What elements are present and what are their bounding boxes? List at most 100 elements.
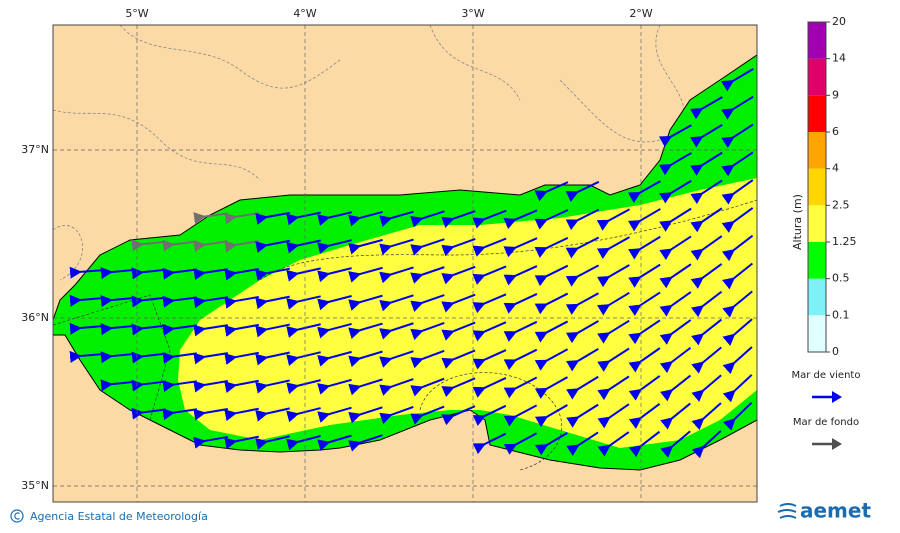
colorbar-tick-label: 0.5 <box>832 272 850 285</box>
colorbar-band <box>808 168 826 206</box>
wave-arrow <box>69 294 105 307</box>
wave-arrow <box>317 434 352 451</box>
wave-arrow <box>193 268 229 281</box>
wave-arrow <box>534 209 569 230</box>
wave-arrow <box>348 406 383 424</box>
wave-arrow <box>410 238 445 256</box>
wave-arrow <box>503 265 538 286</box>
wave-arrow <box>627 208 661 232</box>
wave-arrow <box>410 405 445 425</box>
wave-arrow <box>348 210 383 227</box>
wave-arrow <box>565 264 600 287</box>
wave-arrow <box>379 266 414 284</box>
wave-arrow <box>691 346 722 374</box>
wave-arrow <box>534 236 569 258</box>
wave-arrow <box>286 379 321 395</box>
wave-arrow <box>566 348 599 372</box>
wave-arrow <box>659 207 692 232</box>
wave-arrow <box>628 430 661 458</box>
wave-arrow <box>379 350 414 368</box>
wave-arrow <box>659 235 692 261</box>
wave-arrow <box>410 349 445 369</box>
wave-arrow <box>69 322 105 335</box>
lat-label: 35°N <box>21 479 49 492</box>
wave-arrow <box>628 375 661 401</box>
wave-arrow <box>534 292 569 315</box>
wave-arrow <box>472 349 507 370</box>
lon-label: 4°W <box>293 7 316 20</box>
wave-arrow <box>100 323 136 336</box>
wave-arrow <box>317 267 352 283</box>
colorbar-tick-label: 14 <box>832 52 846 65</box>
wave-arrow <box>628 403 661 429</box>
wave-arrow <box>379 378 414 396</box>
wave-arrow <box>566 431 599 457</box>
wave-arrow <box>162 239 198 252</box>
wave-arrow <box>224 351 259 365</box>
wave-arrow <box>255 267 290 282</box>
wave-arrow <box>286 267 321 282</box>
wave-arrow <box>503 432 538 455</box>
wave-arrow <box>628 291 661 317</box>
wave-arrow <box>317 239 352 254</box>
wave-arrow <box>565 208 600 231</box>
wave-arrow <box>441 237 476 257</box>
colorbar-frame <box>807 21 827 353</box>
wave-arrow <box>721 179 754 205</box>
wave-arrow <box>162 352 198 364</box>
wave-arrow <box>565 320 599 344</box>
wave-arrow <box>597 347 630 372</box>
wave-arrow <box>255 295 290 310</box>
wave-arrow <box>379 210 414 227</box>
wave-arrow <box>255 211 290 225</box>
wave-arrow <box>658 124 692 148</box>
wave-arrow <box>286 323 321 338</box>
wave-arrow <box>722 318 753 346</box>
wave-arrow <box>596 236 630 259</box>
wave-arrow <box>690 123 723 148</box>
wave-arrow <box>193 352 229 365</box>
wave-arrow <box>224 435 259 450</box>
colorbar-band <box>808 242 826 279</box>
wave-arrow <box>660 430 691 458</box>
wave-arrow <box>689 96 723 120</box>
wave-arrow <box>534 181 569 202</box>
wave-arrow <box>224 323 259 337</box>
wave-arrow <box>193 408 228 421</box>
wave-arrow <box>597 403 630 429</box>
map-frame <box>52 24 758 503</box>
wave-arrow <box>534 376 568 399</box>
colorbar-tick-label: 0.1 <box>832 308 850 321</box>
wave-arrow <box>691 318 723 346</box>
wave-arrow <box>472 432 507 455</box>
wave-arrow <box>659 291 692 317</box>
colorbar-title: Altura (m) <box>791 194 804 250</box>
wave-arrow <box>100 351 136 364</box>
wave-arrow <box>659 346 692 374</box>
credit: Agencia Estatal de Meteorología <box>30 510 208 523</box>
wave-arrow <box>410 377 445 397</box>
wave-arrow <box>472 293 507 314</box>
wave-arrow <box>410 294 445 312</box>
wave-arrow <box>286 295 321 310</box>
legend: Mar de viento Mar de fondo <box>792 370 860 450</box>
wave-arrow <box>503 376 538 399</box>
wave-arrow <box>224 379 259 394</box>
wave-arrow <box>317 295 352 311</box>
wave-arrow <box>317 350 352 367</box>
legend-label: Mar de fondo <box>793 417 859 428</box>
wave-arrow <box>627 180 661 204</box>
wave-arrow <box>441 210 476 228</box>
wave-arrow <box>410 321 445 341</box>
wave-arrow <box>348 294 383 311</box>
wave-arrow <box>441 405 476 426</box>
wave-arrow <box>193 296 229 309</box>
wave-arrow <box>535 432 568 456</box>
wave-arrow <box>162 408 198 421</box>
wave-arrow <box>659 374 692 402</box>
wave-arrow <box>100 295 136 308</box>
colorbar-band <box>808 58 826 96</box>
wave-arrow <box>628 319 661 345</box>
colorbar-band <box>808 315 826 352</box>
wave-arrow <box>628 235 661 260</box>
